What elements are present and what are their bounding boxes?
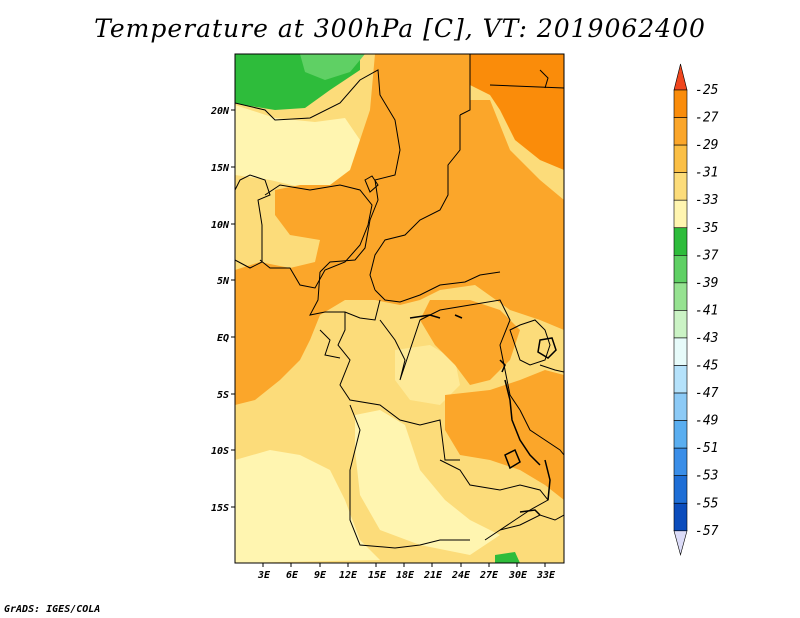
colorbar-box — [673, 365, 688, 394]
field-orange-congo — [420, 300, 520, 385]
border-lake-malawi — [544, 459, 551, 501]
colorbar-box — [673, 144, 688, 173]
lat-label: 15S — [211, 503, 229, 514]
colorbar-label: -57 — [695, 524, 719, 539]
colorbar-box — [673, 227, 688, 256]
border-congo — [337, 312, 460, 461]
lat-label: 5N — [217, 276, 230, 287]
colorbar-box — [673, 199, 688, 229]
colorbar-label: -27 — [695, 111, 719, 126]
colorbar-box — [673, 255, 688, 284]
field-lightgreen-nw — [300, 54, 365, 80]
lon-label: 24E — [451, 570, 471, 581]
colorbar-box — [673, 89, 688, 118]
lat-axis: 20N 15N 10N 5N EQ 5S 10S 15S — [210, 106, 235, 514]
colorbar-box — [673, 392, 688, 421]
border-north-africa — [235, 69, 401, 273]
lat-label: 20N — [210, 106, 230, 117]
colorbar-label: -39 — [695, 276, 718, 291]
colorbar-bottom-arrow — [673, 530, 688, 556]
lat-label: 5S — [217, 390, 229, 401]
lat-label: 10S — [211, 446, 229, 457]
colorbar-label: -31 — [695, 166, 718, 181]
colorbar-box — [673, 475, 688, 504]
temperature-field — [235, 54, 564, 563]
colorbar-label: -37 — [695, 248, 719, 263]
lon-label: 9E — [314, 570, 327, 581]
lon-label: 3E — [257, 570, 271, 581]
field-orange-central — [235, 54, 564, 405]
lon-label: 33E — [536, 570, 556, 581]
field-green-south — [495, 552, 520, 563]
colorbar-label: -49 — [695, 414, 718, 429]
lake-kariba — [519, 509, 541, 516]
lon-label: 21E — [423, 570, 443, 581]
border-zambia — [439, 459, 549, 541]
border-car — [374, 271, 501, 303]
lake-bangweulu — [504, 448, 521, 470]
colorbar-box — [673, 282, 688, 311]
map-title: Temperature at 300hPa [C], VT: 201906240… — [94, 14, 706, 43]
lon-axis: 3E 6E 9E 12E 15E 18E 21E 24E 27E 30E 33E — [257, 563, 556, 581]
colorbar-box — [673, 117, 688, 146]
colorbar-label: -43 — [695, 331, 718, 346]
colorbar-box — [673, 447, 688, 476]
border-lakes — [509, 319, 551, 366]
lake-chad — [364, 175, 379, 193]
border-tanzania — [539, 364, 564, 373]
colorbar-top-arrow — [673, 63, 688, 91]
colorbar-box — [673, 337, 688, 366]
map-frame — [234, 53, 565, 564]
border-angola — [349, 404, 470, 549]
lat-label: 15N — [211, 163, 230, 174]
colorbar-box — [673, 502, 688, 532]
field-deep-orange-ne — [470, 54, 564, 170]
colorbar-label: -35 — [695, 221, 719, 236]
colorbar-label: -47 — [695, 386, 719, 401]
border-cameroon — [309, 271, 381, 321]
lon-label: 12E — [339, 570, 358, 581]
border-west-coast — [235, 174, 271, 269]
lon-label: 15E — [368, 570, 387, 581]
border-ethiopia — [489, 84, 564, 89]
colorbar: -25 -27 -29 -31 -33 -35 -37 -39 -41 -43 -45 -47 -49 -… — [673, 63, 719, 556]
colorbar-label: -55 — [695, 496, 719, 511]
lat-label: 10N — [211, 220, 230, 231]
colorbar-label: -29 — [695, 138, 718, 153]
border-chad-sudan — [369, 115, 461, 291]
field-pale-congo — [395, 345, 460, 405]
field-pale-south — [235, 450, 380, 563]
lon-label: 27E — [479, 570, 499, 581]
congo-lake-features — [409, 314, 463, 319]
field-pale-angola — [355, 410, 500, 555]
colorbar-label: -45 — [695, 359, 719, 374]
border-east-africa — [519, 409, 564, 456]
border-sudan-east — [459, 54, 471, 116]
colorbar-label: -51 — [695, 441, 718, 456]
colorbar-box — [673, 420, 688, 449]
colorbar-label: -25 — [695, 83, 719, 98]
colorbar-box — [673, 310, 688, 339]
lon-label: 6E — [286, 570, 299, 581]
border-gabon — [319, 329, 341, 359]
border-nigeria — [259, 184, 373, 289]
colorbar-label: -41 — [695, 303, 718, 318]
grads-credit: GrADS: IGES/COLA — [4, 604, 101, 615]
border-lake-tanganyika — [504, 379, 541, 466]
colorbar-box — [673, 172, 688, 201]
field-orange-east — [445, 370, 564, 500]
field-pale-north — [235, 105, 360, 187]
colorbar-label: -33 — [695, 193, 718, 208]
country-borders — [235, 54, 564, 549]
lon-label: 30E — [508, 570, 528, 581]
lake-kivu — [499, 359, 506, 373]
lake-victoria — [537, 337, 557, 359]
colorbar-label: -53 — [695, 469, 718, 484]
border-ne-coast — [539, 69, 549, 89]
lon-label: 18E — [396, 570, 415, 581]
lat-label: EQ — [217, 333, 229, 344]
